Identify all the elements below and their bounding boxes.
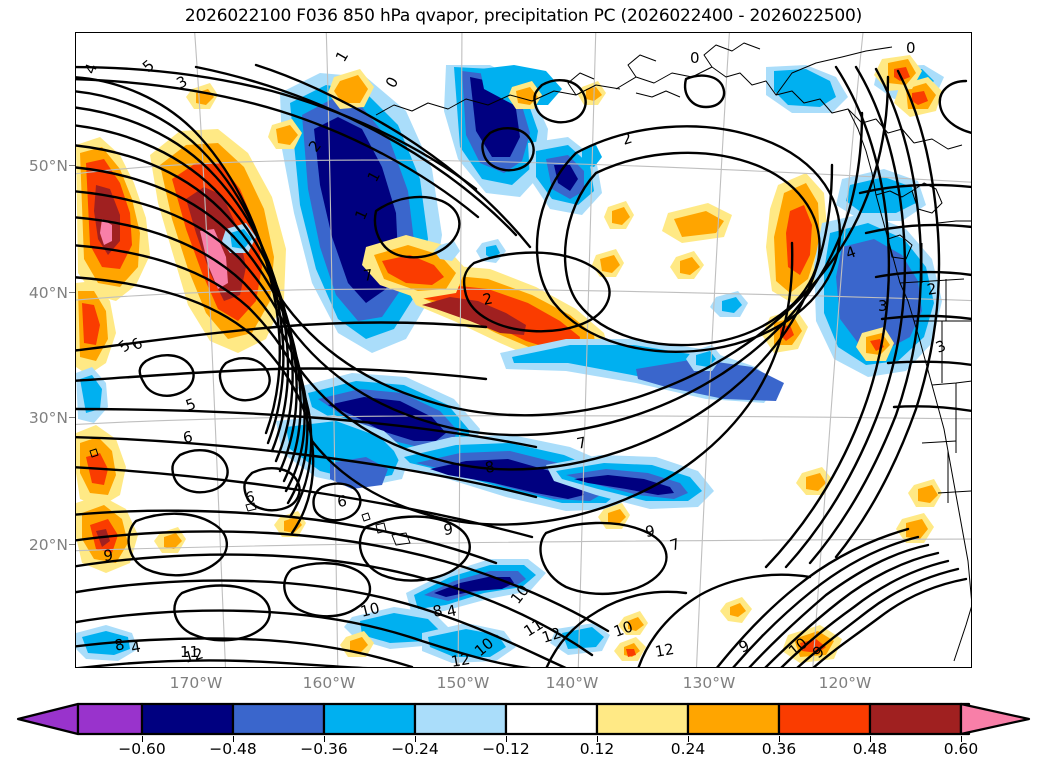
colorbar-swatch	[504, 702, 599, 736]
x-tick-label-170w: 170°W	[169, 674, 223, 692]
contour-label: 0	[690, 49, 700, 67]
colorbar-tick	[870, 736, 871, 742]
colorbar-label: −0.12	[482, 740, 530, 758]
x-tick-label-130w: 130°W	[682, 674, 736, 692]
contour-label: 6	[182, 428, 195, 447]
colorbar-label: 0.60	[943, 740, 979, 758]
shaded-precip-field	[76, 55, 944, 663]
contour-label: 12	[654, 640, 676, 661]
x-tick-label-150w: 150°W	[436, 674, 490, 692]
colorbar-tick	[779, 736, 780, 742]
colorbar: −0.60 −0.48 −0.36 −0.24 −0.12 0.12 0.24 …	[0, 700, 1047, 765]
y-tick-label-30n: 30°N	[28, 409, 68, 427]
contour-label: 12	[540, 624, 564, 647]
y-tick-label-50n: 50°N	[28, 157, 68, 175]
y-tick-label-40n: 40°N	[28, 284, 68, 302]
chart-title: 2026022100 F036 850 hPa qvapor, precipit…	[184, 6, 863, 26]
colorbar-extend-high	[959, 702, 1031, 736]
contour-label: 9	[644, 522, 656, 541]
contour-label: 6	[336, 492, 348, 511]
colorbar-swatch	[777, 702, 872, 736]
colorbar-label: −0.36	[300, 740, 348, 758]
contour-label: 7	[362, 266, 374, 285]
colorbar-label: 0.24	[670, 740, 706, 758]
colorbar-tick	[688, 736, 689, 742]
contour-label: 9	[103, 546, 114, 565]
colorbar-tick	[233, 736, 234, 742]
contour-label: 4	[130, 638, 143, 657]
contour-label: 4	[445, 601, 458, 621]
map-plot-area: 4 5 3 2 1 0 1 1 0 0 2 2 4 2 3 3 5	[75, 32, 972, 668]
x-tick-label-160w: 160°W	[302, 674, 356, 692]
contour-label: 2	[926, 280, 939, 299]
colorbar-swatch	[76, 702, 144, 736]
colorbar-swatch	[686, 702, 781, 736]
contour-label: 2	[481, 289, 494, 309]
y-tick-mark	[69, 165, 75, 166]
colorbar-label: 0.48	[852, 740, 888, 758]
contour-label: 7	[575, 433, 588, 453]
contour-label: 12	[450, 650, 472, 668]
contour-labels: 4 5 3 2 1 0 1 1 0 0 2 2 4 2 3 3 5	[81, 39, 948, 668]
y-tick-label-20n: 20°N	[28, 536, 68, 554]
contour-label: 10	[611, 617, 635, 640]
contour-label: 0	[906, 39, 916, 57]
colorbar-swatch	[413, 702, 508, 736]
colorbar-tick	[324, 736, 325, 742]
colorbar-tick	[506, 736, 507, 742]
qvapor-contours	[76, 63, 971, 667]
contour-label: 8	[431, 601, 444, 621]
contour-label: 11	[180, 643, 199, 661]
colorbar-label: 0.36	[761, 740, 797, 758]
colorbar-swatch	[322, 702, 417, 736]
map-canvas: 4 5 3 2 1 0 1 1 0 0 2 2 4 2 3 3 5	[76, 33, 971, 668]
colorbar-extend-low	[16, 702, 80, 736]
contour-label: 3	[878, 297, 888, 315]
colorbar-tick	[961, 736, 962, 742]
colorbar-tick	[597, 736, 598, 742]
colorbar-swatches	[16, 702, 1031, 736]
colorbar-label: −0.24	[391, 740, 439, 758]
colorbar-swatch	[231, 702, 326, 736]
colorbar-tick	[142, 736, 143, 742]
colorbar-label: −0.48	[209, 740, 257, 758]
contour-label: 12	[182, 644, 205, 667]
x-tick-label-120w: 120°W	[818, 674, 872, 692]
colorbar-swatch	[868, 702, 963, 736]
contour-label: 8	[113, 635, 127, 655]
colorbar-swatch	[140, 702, 235, 736]
contour-label: 8	[484, 458, 497, 477]
y-tick-mark	[69, 417, 75, 418]
contour-label: 10	[359, 599, 382, 621]
contour-label: 6	[244, 488, 256, 507]
contour-label: 9	[443, 520, 454, 539]
colorbar-label: 0.12	[579, 740, 615, 758]
colorbar-tick	[415, 736, 416, 742]
y-tick-mark	[69, 292, 75, 293]
colorbar-swatch	[595, 702, 690, 736]
colorbar-label: −0.60	[118, 740, 166, 758]
y-tick-mark	[69, 544, 75, 545]
x-tick-label-140w: 140°W	[545, 674, 599, 692]
